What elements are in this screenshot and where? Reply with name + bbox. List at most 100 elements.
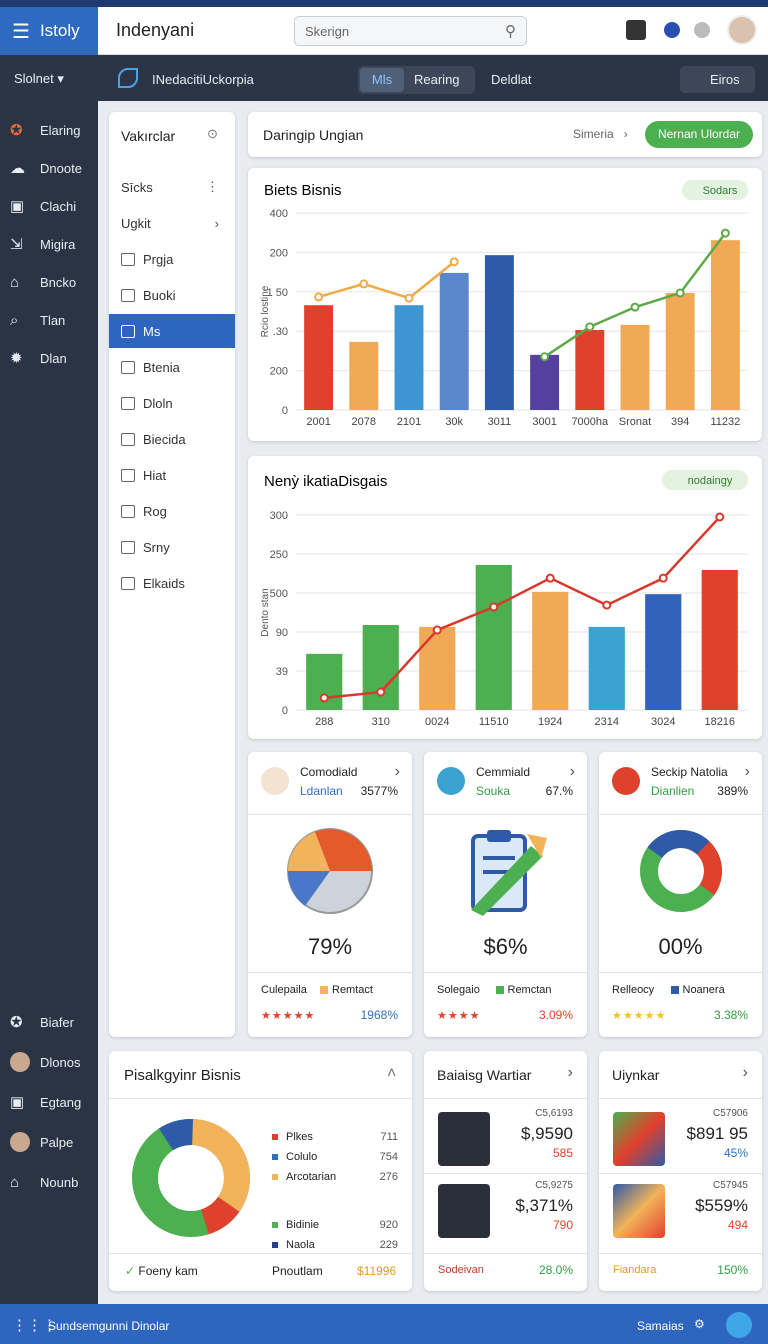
line-point — [720, 228, 730, 238]
tab[interactable]: Mls — [360, 68, 404, 92]
panel-item[interactable]: Ms — [109, 314, 235, 348]
y-tick-label: 0 — [282, 405, 288, 417]
panel-item[interactable]: Rog — [109, 494, 235, 528]
donut-slice — [132, 1119, 250, 1237]
stat-arrow[interactable]: › — [569, 763, 575, 780]
panel-icon[interactable]: ⊙ — [207, 126, 218, 141]
settings-icon[interactable] — [694, 22, 710, 38]
stat-big: 79% — [307, 934, 353, 959]
sidebar-item[interactable]: ▣ Clachi — [10, 196, 82, 216]
avatar[interactable] — [727, 15, 757, 45]
sidebar-item[interactable]: ⇲ Migira — [10, 234, 82, 254]
stat-card: Cemmiald › Souka 67.% $6% Solegaio Remctan ★★★★… — [424, 752, 587, 1037]
legend-value: 229 — [379, 1239, 398, 1251]
row-code: C5,9275 — [535, 1180, 573, 1191]
panel-icon — [121, 288, 135, 302]
line-point — [658, 573, 668, 583]
line-point — [404, 293, 414, 303]
collapse-icon[interactable]: ˄ — [387, 1065, 397, 1082]
row-amount: $891 95 — [686, 1124, 748, 1143]
search-box[interactable]: Skerign ⚲ — [294, 16, 527, 46]
sidebar-label: Nounb — [40, 1174, 79, 1190]
sidebar-item[interactable]: ⌕ Tlan — [10, 310, 82, 330]
panel-icon — [121, 252, 135, 266]
sidebar-item[interactable]: ☁ Dnoote — [10, 158, 82, 178]
sidebar-label: Palpe — [40, 1134, 74, 1150]
app-icon[interactable] — [664, 22, 680, 38]
footer-text: Pnoutlam — [272, 1264, 323, 1278]
grid-icon[interactable]: ⋮⋮⋮ — [12, 1317, 57, 1334]
sidebar-icon: ⇲ — [10, 236, 23, 253]
panel-label: Biecida — [143, 431, 186, 447]
rating: ★★★★★ — [612, 1010, 667, 1022]
sidebar-item[interactable]: ✪ Elaring — [10, 120, 82, 140]
header-button[interactable]: Nernan Ulordar — [645, 121, 753, 148]
sidebar-item[interactable]: ⌂ Nounb — [10, 1172, 81, 1192]
tab[interactable]: Rearing — [414, 72, 460, 87]
card-arrow[interactable]: › — [742, 1064, 748, 1081]
sidebar-icon: ✪ — [10, 122, 23, 139]
divider — [424, 972, 587, 973]
logo-text: INedacitiUckorpia — [152, 72, 254, 87]
sidebar-label: Dlonos — [40, 1054, 81, 1070]
chart: Nenỳ ikatiaDisgais nodaingy Dento stan 0 39 9… — [260, 470, 748, 728]
settings-icon[interactable]: ⚙ — [694, 1317, 705, 1331]
row-image — [438, 1112, 490, 1166]
dropdown-label: Slolnet — [14, 71, 54, 86]
panel-arrow: ⋮ — [206, 179, 219, 194]
x-tick-label: 1924 — [538, 716, 562, 728]
badge[interactable] — [682, 180, 748, 200]
legend-swatch — [272, 1134, 278, 1140]
panel-icon — [121, 324, 135, 338]
panel-icon — [121, 504, 135, 518]
panel-item[interactable]: Elkaids — [109, 566, 235, 600]
panel-item[interactable]: Sīcks ⋮ — [109, 170, 235, 204]
divider — [109, 1253, 412, 1254]
panel-item[interactable]: Srny — [109, 530, 235, 564]
tab[interactable]: Deldlat — [491, 72, 532, 87]
panel-item[interactable]: Buoki — [109, 278, 235, 312]
panel-label: Hiat — [143, 467, 167, 483]
bar — [304, 305, 334, 410]
menu-icon[interactable]: ☰ — [12, 20, 30, 43]
donut-slice — [132, 1119, 250, 1237]
card-arrow[interactable]: › — [567, 1064, 573, 1081]
action-button[interactable] — [726, 1312, 752, 1338]
line-point — [540, 352, 550, 362]
panel-item[interactable]: Prgja — [109, 242, 235, 276]
panel-item[interactable]: Ugkit › — [109, 206, 235, 240]
bottom-right[interactable]: Samaias — [637, 1319, 684, 1333]
sidebar-bottom: ✪ Biafer Dlonos ▣ Egtang Palpe ⌂ Nounb — [10, 1012, 81, 1192]
chart-card: Nenỳ ikatiaDisgais nodaingy Dento stan 0 39 9… — [248, 456, 762, 739]
stat-arrow[interactable]: › — [394, 763, 400, 780]
row-image — [613, 1184, 665, 1238]
sidebar-item[interactable]: Palpe — [10, 1132, 81, 1152]
sidebar-item[interactable]: Dlonos — [10, 1052, 81, 1072]
stat-arrow[interactable]: › — [744, 763, 750, 780]
button[interactable]: Eiros — [680, 66, 755, 93]
button-label: Eiros — [710, 72, 740, 87]
sidebar-item[interactable]: ✹ Dlan — [10, 348, 82, 368]
panel-label: Buoki — [143, 287, 176, 303]
sidebar — [0, 101, 98, 1304]
dropdown[interactable]: Slolnet ▾ — [14, 71, 64, 86]
legend-name: Plkes — [286, 1131, 313, 1143]
divider — [248, 972, 412, 973]
sidebar-item[interactable]: ▣ Egtang — [10, 1092, 81, 1112]
sidebar-item[interactable]: ✪ Biafer — [10, 1012, 81, 1032]
panel-item[interactable]: Btenia — [109, 350, 235, 384]
header-link[interactable]: Simeria › — [573, 127, 628, 141]
sidebar-icon: ☁ — [10, 160, 25, 177]
x-tick-label: 0024 — [425, 716, 449, 728]
panel-item[interactable]: Biecida — [109, 422, 235, 456]
notify-icon[interactable] — [626, 20, 646, 40]
bar — [475, 564, 512, 710]
panel-item[interactable]: Hiat — [109, 458, 235, 492]
sidebar-item[interactable]: ⌂ Bncko — [10, 272, 82, 292]
panel-item[interactable]: Dloln — [109, 386, 235, 420]
top-edge — [0, 0, 768, 7]
y-tick-label: 90 — [276, 627, 288, 639]
badge[interactable] — [662, 470, 748, 490]
brand[interactable]: ☰ Istoly — [0, 7, 98, 55]
line-point — [602, 600, 612, 610]
